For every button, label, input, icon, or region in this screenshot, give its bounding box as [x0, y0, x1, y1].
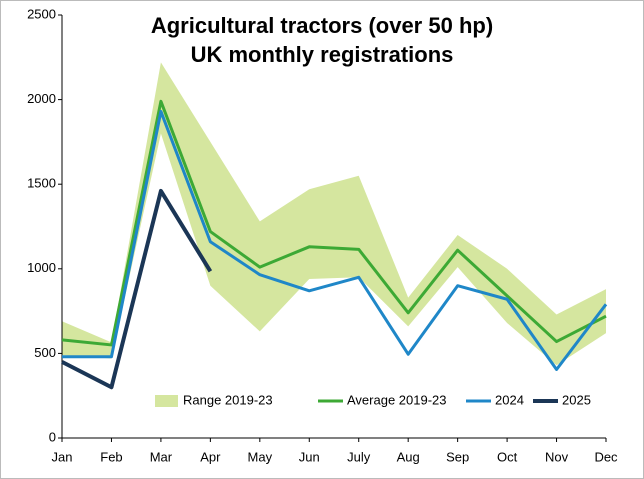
x-tick-label: Aug — [397, 449, 420, 464]
x-tick-label: Nov — [545, 449, 569, 464]
chart-title: UK monthly registrations — [191, 42, 454, 67]
x-tick-label: Jan — [52, 449, 73, 464]
x-tick-label: Apr — [200, 449, 221, 464]
legend-swatch — [155, 395, 178, 407]
x-tick-label: Jun — [299, 449, 320, 464]
line-series — [61, 99, 607, 347]
x-tick-label: Feb — [100, 449, 122, 464]
y-tick-label: 1000 — [27, 260, 56, 275]
y-tick-label: 2500 — [27, 6, 56, 21]
x-tick-label: Mar — [150, 449, 173, 464]
x-tick-label: July — [347, 449, 371, 464]
chart-title: Agricultural tractors (over 50 hp) — [151, 13, 493, 38]
legend-label: Average 2019-23 — [347, 392, 447, 407]
y-tick-label: 1500 — [27, 176, 56, 191]
x-tick-label: May — [248, 449, 273, 464]
y-tick-label: 2000 — [27, 91, 56, 106]
range-area — [62, 62, 606, 366]
line-series — [61, 188, 213, 390]
legend-label: 2024 — [495, 392, 524, 407]
legend-label: Range 2019-23 — [183, 392, 273, 407]
x-tick-label: Sep — [446, 449, 469, 464]
line-series — [62, 109, 608, 371]
y-tick-label: 500 — [34, 345, 56, 360]
y-tick-label: 0 — [49, 429, 56, 444]
legend-label: 2025 — [562, 392, 591, 407]
x-tick-label: Dec — [594, 449, 618, 464]
x-tick-label: Oct — [497, 449, 518, 464]
